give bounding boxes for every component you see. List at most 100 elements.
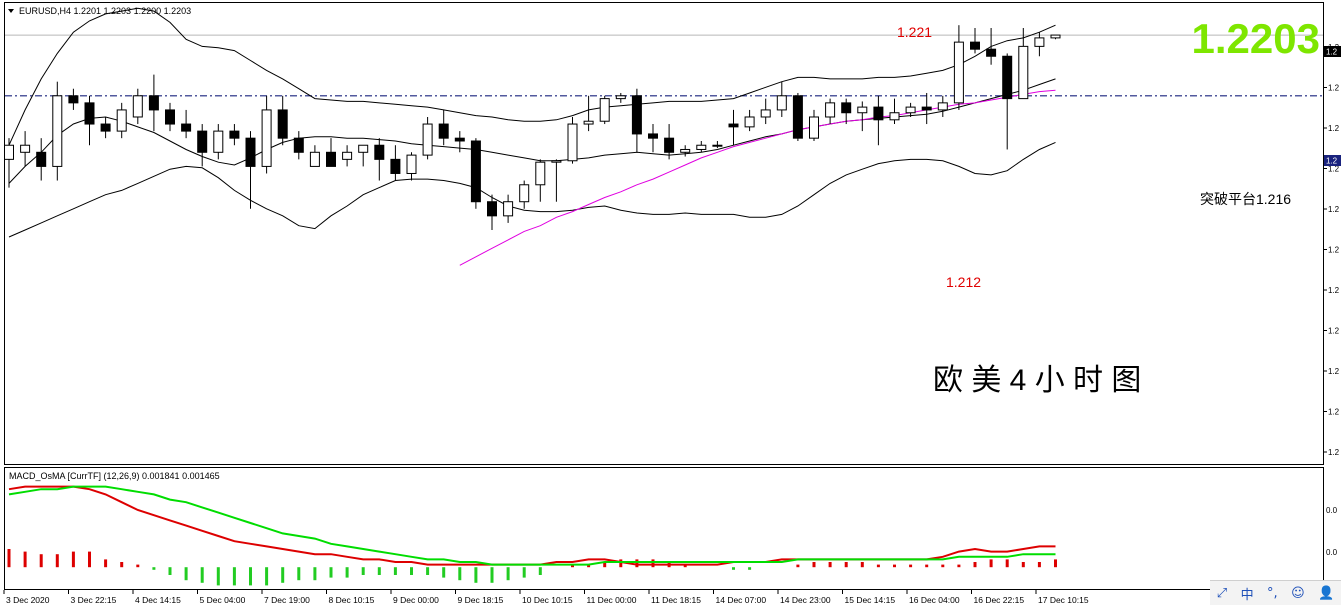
candle-body-bear [100, 123, 111, 132]
candle [68, 88, 79, 110]
candle-body-bull [680, 148, 691, 153]
candle-body-bull [1034, 37, 1045, 47]
candle-body-bull [776, 95, 787, 111]
candle-body-bull [809, 116, 819, 139]
candle-body-bear [68, 95, 79, 104]
candle-body-bear [664, 137, 675, 153]
candle [519, 180, 530, 209]
time-axis-label: 14 Dec 07:00 [716, 595, 767, 604]
candle [921, 92, 932, 125]
price-axis-label: 1.2 [1328, 246, 1340, 255]
candle [4, 138, 14, 188]
candle-body-bear [970, 41, 980, 50]
axis-group: 1.21.21.21.21.21.21.21.21.21.21.20.00.03… [3, 43, 1340, 605]
price-panel-frame [4, 2, 1324, 465]
candle-body-bull [52, 95, 63, 167]
candle [454, 131, 465, 153]
candle [728, 109, 739, 146]
candle-body-bull [213, 130, 224, 153]
candle-body-bear [921, 106, 932, 111]
candle-body-bull [760, 109, 771, 118]
candle [567, 116, 578, 164]
candle [551, 159, 562, 202]
candle-body-bull [1050, 34, 1061, 39]
candle [245, 131, 256, 209]
candle [744, 109, 755, 132]
candle [342, 145, 353, 167]
time-axis-label: 8 Dec 10:15 [329, 595, 375, 604]
candles-group[interactable] [4, 25, 1061, 230]
candle-body-bull [744, 116, 755, 128]
candle-body-bear [986, 48, 997, 57]
candle [986, 28, 997, 65]
time-axis-label: 10 Dec 10:15 [522, 595, 573, 604]
candle [696, 140, 707, 153]
ime-punctuation-toggle[interactable]: °, [1267, 585, 1278, 601]
ime-restore-icon[interactable]: ⤢ [1216, 585, 1228, 601]
candle-body-bear [84, 102, 95, 125]
time-axis-label: 9 Dec 18:15 [458, 595, 504, 604]
candle-body-bull [583, 120, 594, 125]
candle-body-bull [132, 95, 143, 118]
ime-user-icon[interactable]: 👤 [1318, 585, 1335, 601]
candle-body-bear [148, 95, 159, 111]
candle-body-bull [696, 144, 707, 150]
bollinger-lower-line [8, 141, 1056, 238]
candle-body-bear [326, 151, 336, 167]
price-axis-label: 1.2 [1328, 124, 1340, 133]
symbol-dropdown-icon[interactable] [8, 9, 14, 13]
candle [841, 98, 852, 125]
candle [760, 98, 771, 125]
candle-body-bull [535, 161, 546, 186]
candle-body-bear [438, 123, 449, 139]
candle-body-bear [245, 137, 256, 167]
candle-body-bull [599, 98, 610, 122]
price-axis-label: 1.2 [1328, 205, 1340, 214]
symbol-line: EURUSD,H4 1.2201 1.2203 1.2200 1.2203 [19, 6, 191, 16]
candle-body-bear [229, 130, 240, 139]
candle-body-bull [857, 106, 868, 114]
time-axis-label: 7 Dec 19:00 [264, 595, 310, 604]
candle-body-bull [615, 95, 626, 100]
candle-body-bull [889, 112, 900, 121]
candle-body-bull [406, 154, 417, 174]
candle [1002, 53, 1013, 150]
macd-axis-label: 0.0 [1326, 506, 1338, 515]
candle [470, 138, 481, 209]
candle [825, 98, 836, 125]
candle [406, 152, 417, 181]
candle [905, 102, 916, 117]
candle [615, 92, 626, 103]
candle-body-bull [712, 144, 723, 147]
horizontal-level-group [5, 34, 1323, 97]
time-axis-label: 5 Dec 04:00 [200, 595, 246, 604]
bid-price-tag-text: 1.2 [1326, 48, 1338, 57]
candle-body-bear [181, 123, 192, 132]
ime-chinese-toggle[interactable]: 中 [1240, 587, 1254, 603]
candle-body-bear [1002, 55, 1013, 100]
candle [857, 101, 868, 132]
macd-group [7, 485, 1057, 586]
candle [937, 95, 948, 117]
candle [132, 88, 143, 125]
candle [1050, 34, 1061, 40]
level-price-tag [1324, 155, 1341, 166]
candle-body-bear [277, 109, 288, 139]
price-axis-label: 1.2 [1328, 408, 1340, 417]
candle [390, 145, 401, 181]
candle [277, 95, 288, 146]
time-axis-label: 17 Dec 10:15 [1038, 595, 1089, 604]
candle-body-bear [487, 201, 497, 217]
candle-body-bull [953, 41, 964, 104]
price-axis-label: 1.2 [1328, 84, 1340, 93]
annotation-breakout: 突破平台1.216 [1200, 191, 1291, 207]
candle [229, 124, 240, 146]
ime-emoji-icon[interactable]: ☺ [1291, 585, 1305, 601]
candle [36, 138, 47, 181]
price-axis-label: 1.2 [1328, 327, 1340, 336]
candle-body-bull [309, 151, 320, 167]
ime-toolbar[interactable]: ⤢ 中 °, ☺ 👤 [1210, 580, 1341, 605]
candle [422, 116, 433, 160]
candle-body-bull [905, 106, 916, 114]
